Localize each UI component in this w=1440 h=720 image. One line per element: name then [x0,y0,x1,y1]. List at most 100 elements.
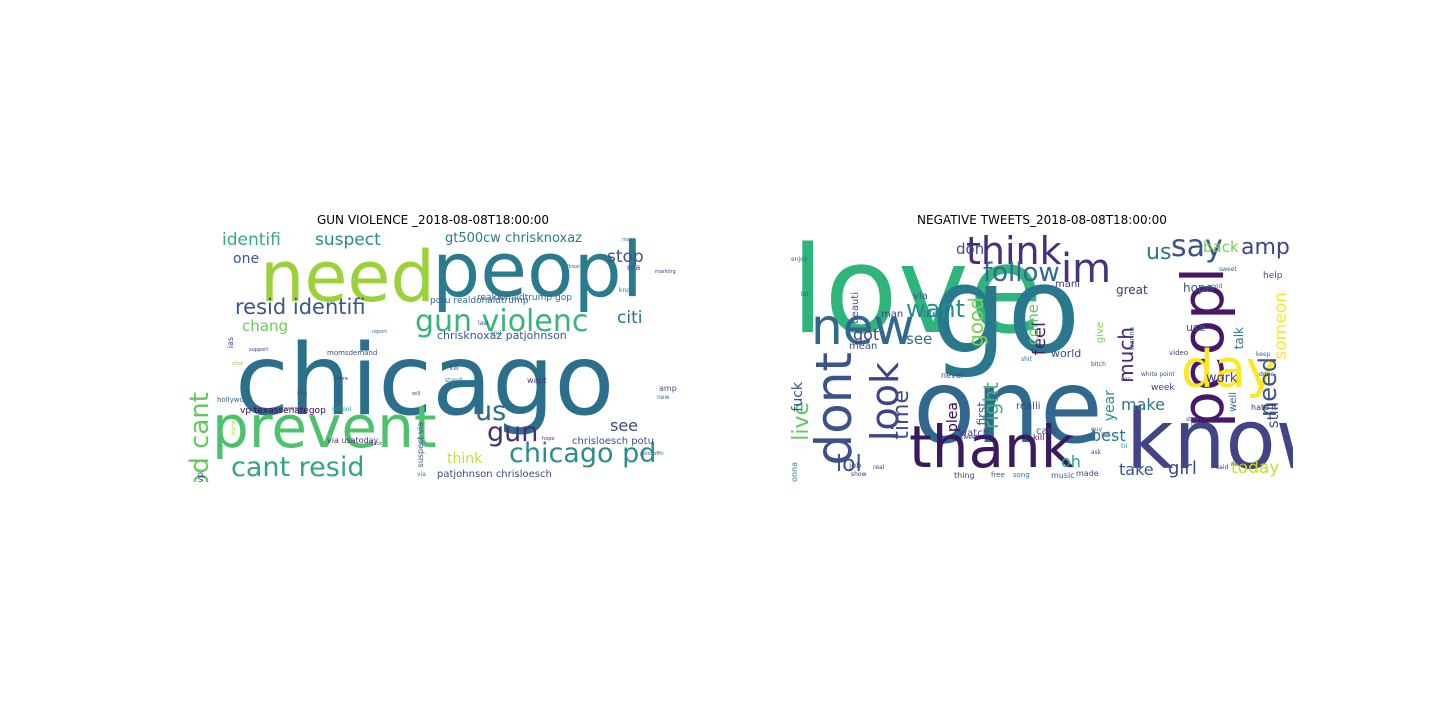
word-work: work [1206,371,1238,386]
word-suspect: suspect [315,232,381,250]
word-chang: chang [242,317,288,335]
word-lot: lot [801,291,809,298]
word-god: god [1211,283,1223,290]
word-patjohnson-chrisloesch: patjohnson chrisloesch [437,469,552,480]
word-us: us [1146,240,1172,265]
word-peopl: peopl [432,232,643,314]
word-i: i [515,267,517,275]
word-first: first [975,402,989,426]
word-school: school [332,406,352,413]
word-one: one [913,348,1103,467]
word-cant: cant [1036,426,1058,437]
word-chrisloesch-potu: chrisloesch potu [572,436,654,447]
word-great: great [1116,283,1148,297]
word-amp: amp [1241,235,1290,260]
word-help: help [1263,271,1283,281]
word-new: new [811,298,915,356]
word-come: come [1024,304,1042,346]
word-plea: plea [945,402,961,432]
word-real: real [873,464,885,471]
word-polic-offic: polic offic [640,451,664,457]
word-pd-cant: pd cant [187,392,215,482]
word-support: support [249,347,269,353]
word-nra: nra [627,263,641,272]
word-well: well [1228,392,1239,412]
word-set: set [1101,431,1111,438]
word-stop: stop [607,247,644,267]
word-end: end [490,330,502,337]
word-think: think [447,451,483,467]
word-kill: kill [1033,433,1045,442]
word-world: world [1051,347,1082,360]
word-momsdemand: momsdemand [327,349,378,357]
word-said: said [1216,464,1229,471]
word-take: take [1119,460,1154,479]
word-mani: mani [1055,279,1080,290]
word-go: go [931,242,1081,381]
word-via: via [913,291,928,302]
word-made: made [1076,469,1099,478]
word-gop-vp: gop vp [196,472,206,482]
word-gun-violenc: gun violenc [415,304,589,339]
word-lol: lol [836,452,862,477]
word-one: one [233,251,260,267]
word-show: show [851,471,867,478]
word-see: see [610,416,639,435]
word-resid-identifi: resid identifi [235,295,366,319]
word-control: control [282,406,300,412]
word-music: music [1051,471,1075,480]
word-life: life [923,309,939,320]
word-last: last [478,320,489,327]
word-via-usatoday: via usatoday [327,436,379,445]
word-girl: girl [1168,458,1197,479]
word-cloud-negative-tweets: lovegooneknowthankpeopldontnewdaythinkim… [791,232,1293,482]
word-man: man [881,309,904,320]
word-song: song [1013,471,1030,479]
word-mass: mass [622,237,636,243]
word-new: new [657,394,670,401]
word-keep: keep [1256,351,1271,358]
word-say: say [1171,232,1223,264]
word-know: know [619,287,635,294]
word-never: never [941,371,964,380]
word-will: will [412,391,421,397]
word-hope: hope [542,436,555,442]
word-oh: oh [1061,452,1081,471]
word-potu-realdonaldtrump: potu realdonaldtrump [430,296,529,306]
word-hollywood: hollywood [217,396,253,404]
word-got: got [853,325,880,344]
word-prevent: prevent [212,393,437,461]
word-white-point: white point [1141,371,1175,378]
word-gt500cw-chrisknoxaz: gt500cw chrisknoxaz [445,232,582,246]
word-free: free [991,471,1005,479]
word-car: car [1121,376,1131,383]
word-dont: dont [805,352,863,466]
word-talk: talk [1232,327,1246,350]
word-shit: shit [1021,356,1032,363]
word-sweet: sweet [1219,266,1237,273]
word-kill: kill [450,365,459,372]
word-thing: thing [954,471,975,480]
word-bitch: bitch [1091,361,1106,368]
word-know: know [1126,393,1293,482]
word-time: time [889,390,914,440]
word-tweet: tweet [961,434,978,441]
word-realli: realli [1016,401,1041,412]
word-week: week [1151,383,1175,393]
word-top: top [1191,421,1201,428]
word-year: year [1102,390,1118,422]
panel-title-negative-tweets: NEGATIVE TWEETS_2018-08-08T18:00:00 [917,213,1167,227]
word-chicago: chicago [235,324,615,438]
word-more: more [335,376,348,382]
word-noth: noth [1231,461,1245,468]
word-cant-resid: cant resid [231,452,365,482]
word-identifi: identifi [222,232,281,250]
word-im: im [1061,246,1112,292]
word-gun: gun [487,417,539,448]
word-follow: follow [983,258,1060,288]
word-video: video [1169,349,1189,357]
word-use: use [1186,321,1206,334]
word-trump: trump [231,420,237,436]
word-amp: amp [659,384,677,393]
word-good: good [964,297,988,347]
